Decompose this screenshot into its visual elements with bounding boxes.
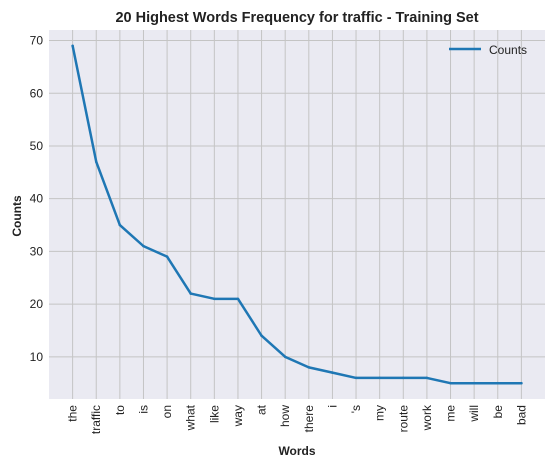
plot-area [49, 30, 545, 399]
chart-title: 20 Highest Words Frequency for traffic -… [115, 10, 478, 26]
data-point [520, 381, 523, 385]
x-tick-label: what [184, 404, 198, 431]
y-tick-label: 40 [30, 192, 44, 206]
y-tick-label: 50 [30, 139, 44, 153]
data-point [425, 376, 429, 380]
data-point [331, 371, 334, 374]
data-point [472, 381, 476, 385]
grid-lines [49, 30, 545, 399]
y-tick-label: 60 [30, 86, 44, 100]
x-tick-label: me [444, 405, 458, 422]
x-tick-label: there [302, 405, 316, 433]
data-point [189, 292, 192, 295]
data-point [213, 297, 216, 301]
y-tick-label: 30 [30, 244, 44, 258]
y-tick-label: 70 [30, 34, 44, 48]
data-point [307, 366, 311, 369]
x-tick-label: bad [514, 405, 528, 425]
y-tick-label: 10 [30, 350, 44, 364]
x-axis-ticks: the traffic to is on what like way at how there i 's… [66, 404, 529, 434]
data-point [260, 334, 263, 337]
x-tick-label: to [113, 405, 127, 415]
x-tick-label: i [325, 405, 339, 408]
data-point [142, 244, 145, 248]
data-point [449, 381, 452, 385]
data-point [354, 376, 358, 380]
x-tick-label: will [467, 405, 481, 423]
data-point [236, 297, 240, 301]
x-tick-label: 's [349, 405, 363, 413]
series-group [71, 44, 523, 385]
y-tick-label: 20 [30, 297, 44, 311]
data-point [496, 381, 500, 385]
x-tick-label: traffic [89, 405, 103, 434]
x-tick-label: how [278, 405, 292, 427]
y-axis-label: Counts [10, 195, 24, 237]
series-line-counts [71, 44, 523, 385]
x-tick-label: the [66, 405, 80, 422]
x-tick-label: be [491, 405, 505, 419]
data-point [165, 255, 169, 258]
x-tick-label: like [207, 405, 221, 423]
x-tick-label: way [231, 405, 245, 427]
x-tick-label: at [255, 404, 269, 415]
x-tick-label: work [420, 404, 434, 431]
x-tick-label: is [136, 405, 150, 414]
x-tick-label: on [160, 405, 174, 418]
x-axis-label: Words [278, 444, 315, 458]
data-point [402, 376, 405, 380]
data-point [118, 223, 122, 227]
data-point [71, 44, 74, 48]
legend: Counts [449, 43, 527, 57]
x-tick-label: route [396, 405, 410, 433]
data-point [94, 160, 98, 164]
data-point [283, 355, 287, 359]
x-tick-label: my [373, 405, 387, 421]
data-point [378, 376, 381, 380]
y-axis-ticks: 10 20 30 40 50 60 70 [30, 34, 44, 364]
legend-label-counts: Counts [489, 43, 527, 57]
